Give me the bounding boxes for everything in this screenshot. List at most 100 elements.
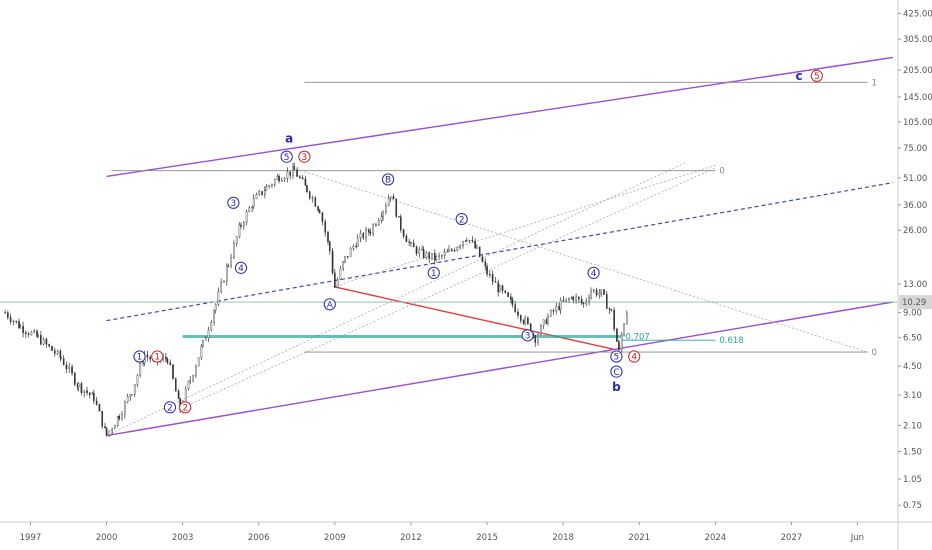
candle-body [118, 416, 121, 419]
wave-label: 3 [525, 332, 531, 342]
y-tick-label: 51.00 [903, 174, 927, 184]
wave-circle [163, 401, 177, 414]
candle-body [331, 250, 334, 274]
degree-label: a [285, 131, 293, 145]
candle-body [600, 289, 603, 294]
candle-body [547, 315, 549, 324]
candle-body [421, 249, 423, 251]
candle-body [565, 298, 567, 302]
wave-label: 5 [284, 153, 290, 163]
candle-body [448, 249, 450, 252]
candle-body [200, 345, 203, 358]
candle-body [306, 185, 308, 192]
candle-body [258, 191, 261, 195]
candle-body [494, 281, 497, 283]
candle-body [616, 328, 618, 342]
candle-body [308, 191, 311, 199]
candle-body [481, 256, 484, 262]
candle-body [478, 246, 481, 258]
candle-body [534, 335, 537, 343]
candle-body [517, 311, 519, 316]
candle-body [514, 304, 517, 313]
candle-body [42, 338, 45, 345]
candle-body [131, 394, 133, 396]
candle-body [80, 383, 83, 393]
candle-body [283, 178, 286, 181]
candle-body [293, 166, 296, 171]
candle-body [268, 185, 270, 187]
wave-circle [151, 350, 164, 363]
candle-body [418, 249, 421, 254]
y-tick-label: 4.50 [903, 362, 922, 372]
candle-body [88, 392, 91, 395]
candle-body [146, 354, 149, 358]
candle-body [431, 252, 433, 259]
level-label: 0 [719, 167, 724, 177]
candle-body [336, 279, 339, 288]
candle-body [45, 338, 48, 345]
candle-body [30, 331, 33, 335]
candle-body [197, 357, 200, 367]
candle-body [328, 241, 331, 252]
wave-label: A [327, 300, 334, 310]
candle-body [603, 289, 605, 295]
x-tick-label: 2015 [476, 533, 498, 543]
candle-body [104, 426, 106, 428]
candle-body [359, 233, 362, 239]
candle-body [552, 310, 555, 312]
candle-body [422, 249, 425, 258]
y-tick-label: 13.00 [903, 280, 927, 290]
candle-body [346, 256, 349, 258]
wave-circle [810, 69, 823, 82]
wave-circle [234, 261, 248, 274]
candle-body [474, 240, 476, 249]
candle-body [133, 384, 136, 395]
candle-body [121, 414, 123, 419]
candle-body [251, 206, 253, 208]
candle-body [446, 251, 449, 253]
candle-body [398, 216, 400, 218]
wave-circle [521, 329, 534, 342]
wave-label: C [613, 368, 619, 378]
candle-body [12, 320, 15, 323]
candle-body [410, 242, 412, 244]
candle-body [575, 296, 577, 301]
candle-body [355, 245, 357, 248]
candle-body [276, 176, 279, 180]
candle-body [415, 246, 418, 254]
candle-body [380, 216, 383, 221]
trendline-lower-channel [106, 301, 894, 437]
candles-layer [4, 162, 628, 437]
y-tick-label: 1.50 [903, 447, 922, 457]
candle-body [184, 388, 187, 404]
candle-body [582, 302, 585, 304]
candle-body [362, 233, 365, 239]
candle-body [626, 312, 628, 325]
candle-body [618, 341, 620, 350]
candle-body [172, 364, 174, 379]
fib-fan-line [111, 162, 686, 434]
candle-body [71, 366, 73, 374]
candle-body [217, 291, 220, 305]
candle-body [489, 274, 491, 276]
candle-body [264, 190, 266, 195]
candle-body [608, 308, 611, 310]
candle-body [204, 337, 207, 341]
y-tick-label: 0.75 [903, 501, 922, 511]
candle-body [292, 166, 294, 176]
candle-body [504, 290, 507, 293]
candle-body [605, 294, 608, 309]
fib-fan-line [179, 167, 716, 410]
candle-body [425, 252, 428, 258]
candle-body [207, 329, 210, 339]
wave-circle [323, 298, 336, 311]
candle-body [273, 179, 276, 185]
wave-circle [587, 266, 600, 279]
candle-body [62, 358, 65, 366]
candle-body [114, 425, 116, 430]
x-tick-label: Jun [850, 533, 864, 543]
candle-body [4, 312, 6, 314]
candle-body [265, 186, 268, 191]
